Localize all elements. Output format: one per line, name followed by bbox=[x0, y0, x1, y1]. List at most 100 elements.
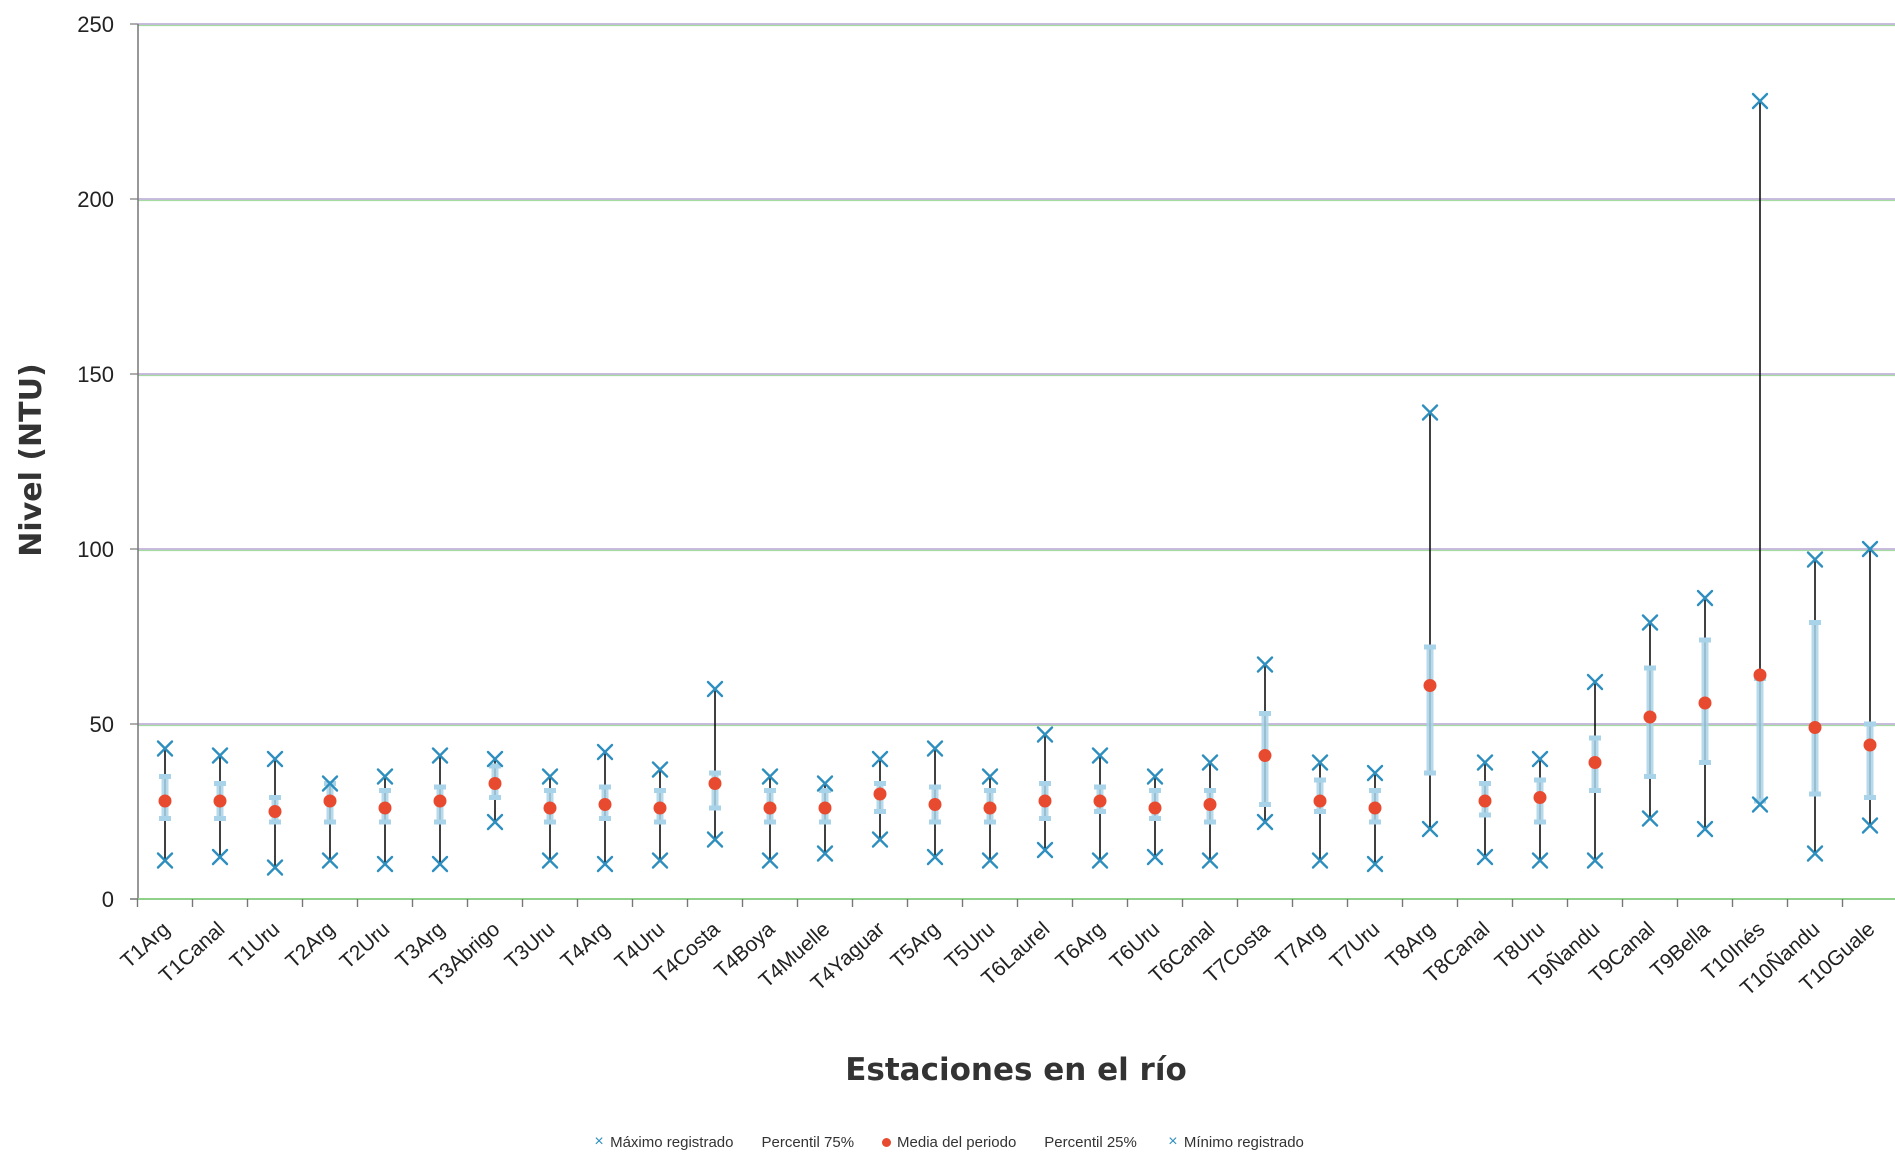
mean-marker bbox=[378, 801, 392, 815]
percentile-25-marker bbox=[929, 819, 941, 825]
x-category-label: T3Uru bbox=[501, 918, 560, 974]
percentile-75-marker bbox=[1259, 711, 1271, 716]
mean-marker bbox=[598, 798, 612, 811]
percentile-25-marker bbox=[599, 816, 611, 821]
station-marks bbox=[1091, 747, 1109, 869]
percentile-75-marker bbox=[1864, 721, 1876, 727]
y-tick-label: 250 bbox=[77, 12, 114, 37]
percentile-75-marker bbox=[709, 770, 721, 776]
legend-label-max: Máximo registrado bbox=[610, 1133, 734, 1151]
percentile-25-marker bbox=[1534, 819, 1546, 825]
mean-marker bbox=[983, 801, 997, 815]
x-category-label: T7Arg bbox=[1271, 918, 1329, 973]
x-marker bbox=[1036, 726, 1054, 743]
percentile-25-marker bbox=[1424, 770, 1436, 776]
percentile-25-marker bbox=[489, 795, 501, 800]
mean-marker bbox=[543, 801, 557, 815]
percentile-25-marker bbox=[1039, 816, 1051, 821]
percentile-25-marker bbox=[1864, 795, 1876, 800]
percentile-band bbox=[1756, 678, 1764, 801]
dot-marker-icon bbox=[882, 1137, 892, 1147]
percentile-25-marker bbox=[324, 819, 336, 825]
percentile-band bbox=[1866, 724, 1874, 798]
x-marker bbox=[1641, 614, 1659, 631]
x-marker bbox=[651, 761, 669, 778]
x-marker bbox=[1091, 852, 1109, 869]
percentile-75-marker bbox=[874, 781, 886, 786]
y-tick-label: 50 bbox=[90, 712, 114, 737]
x-marker bbox=[1751, 796, 1769, 813]
x-marker bbox=[1696, 589, 1714, 607]
percentile-25-marker bbox=[1094, 809, 1106, 814]
percentile-75-marker bbox=[819, 788, 831, 793]
percentile-25-marker bbox=[709, 805, 721, 811]
percentile-75-marker bbox=[159, 774, 171, 779]
percentile-75-marker bbox=[1809, 620, 1821, 625]
percentile-25-marker bbox=[874, 809, 886, 814]
x-category-label: T6Arg bbox=[1051, 918, 1109, 973]
mean-marker bbox=[763, 801, 777, 815]
mean-marker bbox=[1643, 710, 1657, 724]
x-marker bbox=[1696, 820, 1714, 838]
x-marker bbox=[1256, 813, 1274, 831]
percentile-25-marker bbox=[1314, 809, 1326, 814]
percentile-25-marker bbox=[544, 819, 556, 825]
mean-marker bbox=[268, 805, 282, 818]
percentile-75-marker bbox=[544, 788, 556, 793]
x-marker-icon: × bbox=[1168, 1133, 1178, 1150]
station-marks bbox=[1531, 750, 1549, 869]
y-tick-label: 200 bbox=[77, 187, 114, 212]
x-marker bbox=[1201, 754, 1219, 771]
percentile-75-marker bbox=[1424, 644, 1436, 650]
mean-marker bbox=[1423, 679, 1437, 692]
percentile-75-marker bbox=[984, 788, 996, 793]
percentile-25-marker bbox=[819, 819, 831, 825]
mean-marker bbox=[928, 798, 942, 811]
percentile-25-marker bbox=[1259, 802, 1271, 807]
percentile-75-marker bbox=[1094, 784, 1106, 790]
station-marks bbox=[431, 747, 449, 873]
x-category-label: T7Uru bbox=[1326, 918, 1385, 974]
x-category-label: T4Arg bbox=[556, 918, 614, 973]
percentile-75-marker bbox=[434, 784, 446, 790]
mean-marker bbox=[1368, 801, 1382, 815]
percentile-75-marker bbox=[1204, 788, 1216, 793]
percentile-75-marker bbox=[1039, 781, 1051, 786]
station-marks bbox=[1861, 540, 1879, 834]
x-marker bbox=[981, 768, 999, 785]
percentile-75-marker bbox=[1699, 637, 1711, 643]
mean-marker bbox=[213, 794, 227, 808]
x-marker bbox=[1476, 754, 1494, 771]
legend-item-p25: Percentil 25% bbox=[1044, 1134, 1137, 1151]
percentile-75-marker bbox=[654, 788, 666, 793]
x-marker bbox=[156, 740, 174, 757]
percentile-band bbox=[711, 773, 719, 808]
x-marker bbox=[1421, 404, 1439, 421]
mean-marker bbox=[1038, 794, 1052, 808]
legend-label-p75: Percentil 75% bbox=[761, 1133, 855, 1151]
x-marker bbox=[1421, 820, 1439, 838]
x-marker bbox=[431, 747, 449, 764]
percentile-25-marker bbox=[1754, 798, 1766, 804]
x-marker bbox=[706, 680, 724, 698]
percentile-25-marker bbox=[159, 816, 171, 821]
station-marks bbox=[651, 761, 669, 869]
station-marks bbox=[376, 768, 394, 873]
percentile-25-marker bbox=[1369, 819, 1381, 825]
x-marker bbox=[1861, 540, 1879, 558]
x-marker bbox=[266, 859, 284, 876]
station-marks bbox=[321, 775, 339, 869]
x-marker bbox=[541, 852, 559, 869]
station-marks bbox=[1806, 551, 1824, 862]
x-marker bbox=[1806, 551, 1824, 568]
x-marker bbox=[926, 848, 944, 866]
x-marker bbox=[1586, 673, 1604, 691]
mean-marker bbox=[323, 794, 337, 808]
x-category-labels: T1ArgT1CanalT1UruT2ArgT2UruT3ArgT3Abrigo… bbox=[116, 917, 1879, 1000]
x-marker bbox=[1201, 852, 1219, 869]
percentile-75-marker bbox=[764, 788, 776, 793]
station-marks bbox=[1586, 673, 1604, 869]
x-marker bbox=[706, 831, 724, 848]
percentile-75-marker bbox=[1589, 735, 1601, 741]
x-category-label: T2Arg bbox=[281, 918, 339, 973]
